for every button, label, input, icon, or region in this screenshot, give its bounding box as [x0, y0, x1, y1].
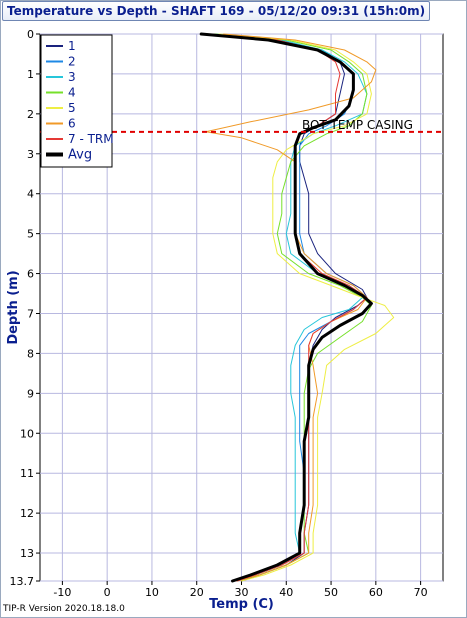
legend-label: 3	[68, 70, 76, 84]
y-tick-label: 0	[27, 28, 34, 41]
y-tick-label: 13	[20, 547, 34, 560]
version-label: TIP-R Version 2020.18.18.0	[3, 604, 125, 614]
series-line-5	[218, 33, 395, 582]
legend-box	[40, 34, 113, 168]
casing-annotation-label: BOT TEMP CASING	[302, 118, 413, 132]
chart-title: Temperature vs Depth - SHAFT 169 - 05/12…	[2, 1, 431, 21]
series-line-7-trm	[209, 33, 368, 582]
y-tick-label: 9	[27, 387, 34, 400]
y-tick-label: 5	[27, 228, 34, 241]
x-axis-label: Temp (C)	[209, 597, 274, 612]
legend-label: 6	[68, 117, 76, 131]
x-tick-label: 50	[324, 586, 338, 599]
legend-label: 1	[68, 39, 76, 53]
y-tick-label: 6	[27, 268, 34, 281]
y-tick-label: 2	[27, 108, 34, 121]
x-tick-label: 70	[414, 586, 428, 599]
x-tick-label: 20	[190, 586, 204, 599]
x-tick-label: 10	[145, 586, 159, 599]
y-tick-label: 10	[20, 427, 34, 440]
x-tick-label: 0	[104, 586, 111, 599]
y-tick-label: 13.7	[10, 575, 35, 588]
x-tick-label: -10	[53, 586, 71, 599]
y-tick-label: 4	[27, 188, 34, 201]
y-axis-label: Depth (m)	[6, 270, 21, 344]
legend-label: 4	[68, 86, 76, 100]
y-tick-label: 3	[27, 148, 34, 161]
series-line-6	[205, 33, 377, 582]
y-tick-label: 12	[20, 507, 34, 520]
y-tick-label: 7	[27, 307, 34, 320]
y-tick-label: 8	[27, 347, 34, 360]
legend-label: Avg	[68, 148, 92, 163]
legend-label: 2	[68, 55, 76, 69]
series-line-avg	[199, 32, 373, 583]
legend-label: 7 - TRM	[68, 132, 114, 146]
x-tick-label: 30	[235, 586, 249, 599]
legend-label: 5	[68, 101, 76, 115]
y-tick-label: 1	[27, 68, 34, 81]
y-tick-label: 11	[20, 467, 34, 480]
x-tick-label: 40	[279, 586, 293, 599]
x-tick-label: 60	[369, 586, 383, 599]
